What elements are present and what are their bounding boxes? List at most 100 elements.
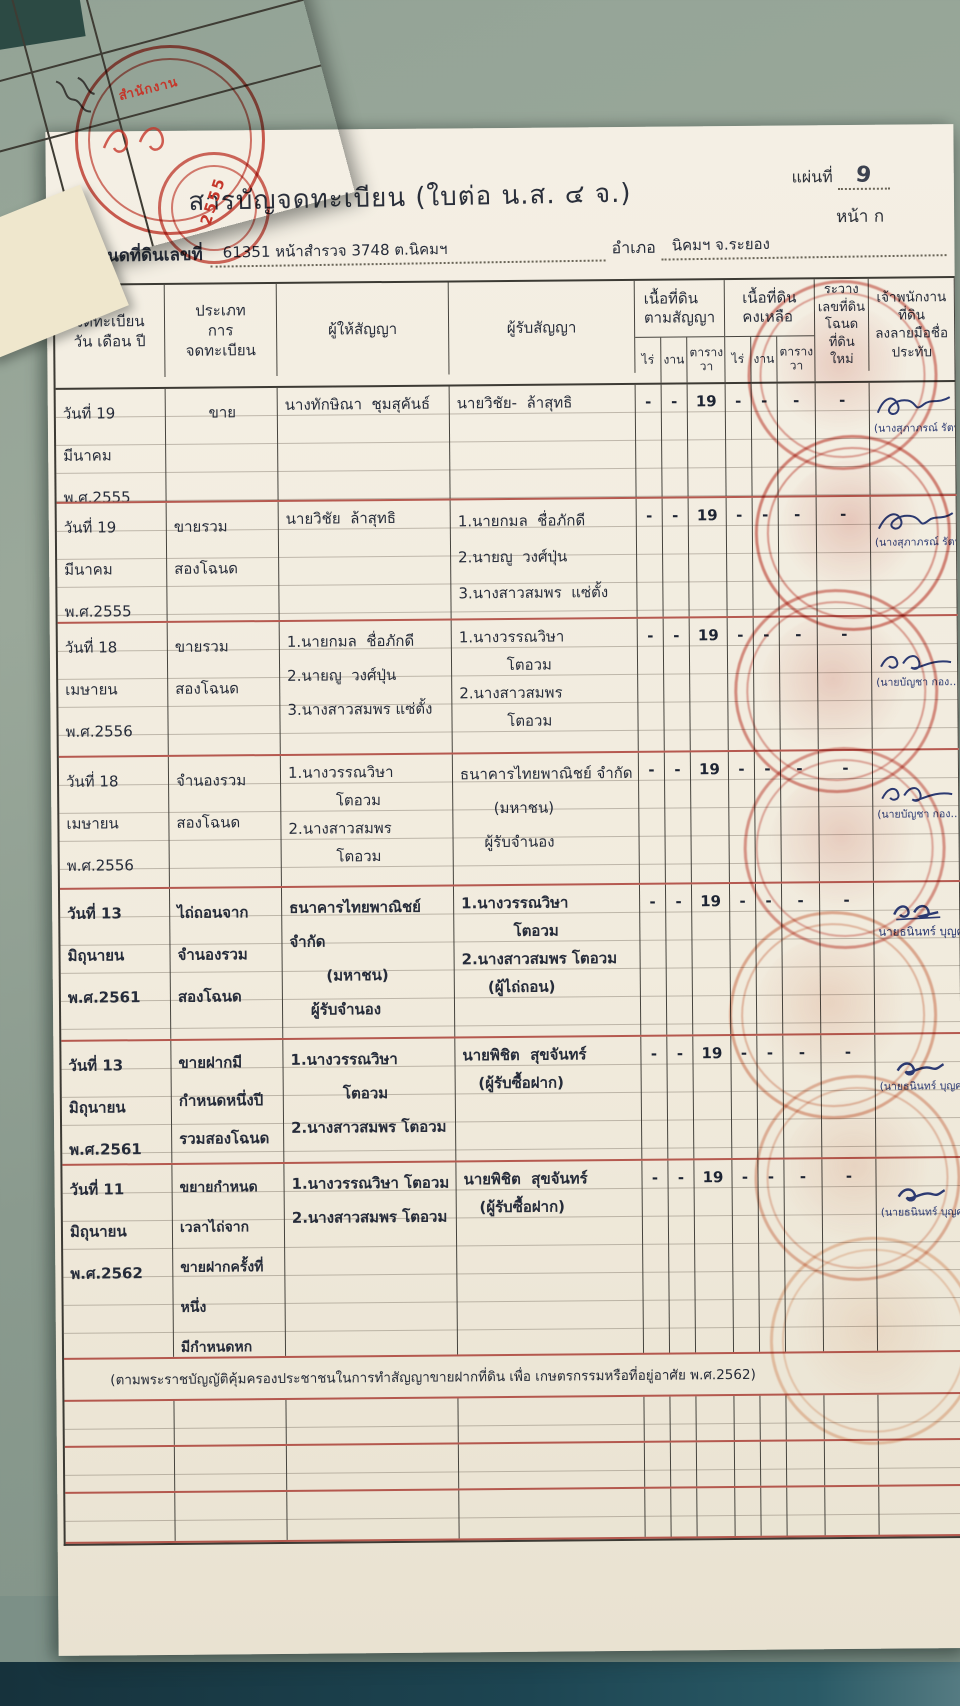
cell-wa-remain: - bbox=[783, 1035, 823, 1158]
cell-type: ขายฝากมี กำหนดหนึ่งปี รวมสองโฉนด bbox=[171, 1039, 285, 1163]
law-note: (ตามพระราชบัญญัติคุ้มครองประชาชนในการทำส… bbox=[110, 1366, 756, 1389]
cell-grantee: นายพิชิต สุขจันทร์ (ผู้รับซื้อฝาก) bbox=[455, 1036, 643, 1161]
cell-rai: - bbox=[637, 618, 665, 751]
cell-ravang: - bbox=[815, 382, 871, 496]
header-grantor: ผู้ให้สัญญา bbox=[276, 282, 450, 376]
table-header-row: จดทะเบียน วัน เดือน ปี ประเภท การ จดทะเบ… bbox=[54, 278, 956, 390]
official-name: (นายบัญชา กอง…) bbox=[877, 807, 960, 821]
cell-ravang: - bbox=[821, 1034, 877, 1158]
table-row: วันที่ 13 มิถุนายน พ.ศ.2561 ไถ่ถอนจาก จำ… bbox=[59, 882, 960, 1042]
official-signature bbox=[897, 1188, 945, 1202]
official-signature bbox=[879, 655, 951, 670]
cell-ravang: - bbox=[817, 616, 873, 750]
cell-date: วันที่ 13 มิถุนายน พ.ศ.2561 bbox=[59, 888, 172, 1040]
header-ravang: ระวาง เลขที่ดิน โฉนดที่ดิน ใหม่ bbox=[814, 278, 870, 372]
cell-grantor: ธนาคารไทยพาณิชย์ จำกัด (มหาชน) ผู้รับจำน… bbox=[281, 886, 456, 1038]
sheet-number-label: แผ่นที่ bbox=[791, 167, 833, 187]
cell-grantor: นางทักษิณา ชุมสุคันธ์ bbox=[277, 386, 451, 500]
cell-ngan: - bbox=[667, 1036, 695, 1159]
subheader-ngan: งาน bbox=[661, 337, 688, 383]
registry-table: จดทะเบียน วัน เดือน ปี ประเภท การ จดทะเบ… bbox=[52, 276, 960, 1546]
table-edge-strip bbox=[0, 1662, 960, 1706]
cell-official: (นายบัญชา กอง…) bbox=[871, 616, 959, 749]
cell-ngan: - bbox=[661, 384, 689, 497]
cell-ravang: - bbox=[822, 1158, 879, 1352]
cell-ngan: - bbox=[664, 752, 692, 883]
cell-type: ขยายกำหนด เวลาไถ่จาก ขายฝากครั้งที่หนึ่ง… bbox=[172, 1163, 287, 1357]
cell-ravang: - bbox=[818, 750, 874, 882]
table-row: วันที่ 18 เมษายน พ.ศ.2556 ขายรวม สองโฉนด… bbox=[57, 616, 959, 758]
header-grantee: ผู้รับสัญญา bbox=[448, 280, 636, 375]
header-area-remain: เนื้อที่ดิน คงเหลือ ไร่ งาน ตาราง วา bbox=[724, 279, 816, 383]
subheader-wa: ตาราง วา bbox=[689, 345, 724, 373]
cell-rai: - bbox=[639, 884, 668, 1035]
cell-ngan-remain: - bbox=[758, 1159, 787, 1352]
cell-grantee: 1.นางวรรณวิษา โตอวม 2.นางสาวสมพร โตอวม bbox=[451, 618, 639, 753]
cell-grantee: 1.นายกมล ชื่อภักดี 2.นายญู วงศ์ปุ่น 3.นา… bbox=[450, 498, 638, 619]
cell-date: วันที่ 11 มิถุนายน พ.ศ.2562 bbox=[62, 1164, 175, 1358]
cell-ngan-remain: - bbox=[751, 383, 779, 496]
cell-grantor: 1.นายกมล ชื่อภักดี 2.นายญู วงศ์ปุ่น 3.นา… bbox=[279, 620, 453, 754]
year-stamp bbox=[158, 152, 270, 264]
cell-grantee: ธนาคารไทยพาณิชย์ จำกัด (มหาชน) ผู้รับจำน… bbox=[452, 752, 640, 885]
cell-wa: 19 bbox=[691, 884, 732, 1035]
table-row: วันที่ 19 มีนาคม พ.ศ.2555 ขาย นางทักษิณา… bbox=[55, 382, 957, 504]
cell-rai-remain: - bbox=[725, 383, 753, 497]
cell-wa-remain: - bbox=[780, 751, 820, 882]
cell-wa-remain: - bbox=[779, 617, 819, 750]
empty-row bbox=[64, 1394, 960, 1448]
cell-ngan-remain: - bbox=[752, 497, 780, 616]
district-value: นิคมฯ จ.ระยอง bbox=[661, 229, 947, 261]
subheader-rai: ไร่ bbox=[725, 336, 752, 383]
cell-wa-remain: - bbox=[784, 1159, 825, 1352]
official-name: (นายธนินทร์ บุญศรีโรจน์) bbox=[880, 1205, 960, 1219]
cell-type: ขาย bbox=[165, 387, 279, 501]
cell-type: ไถ่ถอนจาก จำนองรวม สองโฉนด bbox=[169, 887, 284, 1039]
cell-wa-remain: - bbox=[781, 883, 822, 1034]
official-name: (นายบัญชา กอง…) bbox=[876, 675, 959, 689]
cell-wa: 19 bbox=[687, 384, 727, 497]
document-paper: แผ่นที่ 9 หน้า ก สารบัญจดทะเบียน (ใบต่อ … bbox=[45, 124, 960, 1656]
cell-ngan: - bbox=[663, 618, 691, 751]
red-handwriting-scribble bbox=[102, 127, 165, 153]
cell-wa: 19 bbox=[694, 1160, 735, 1353]
cell-ngan-remain: - bbox=[755, 883, 784, 1034]
official-signature bbox=[876, 396, 951, 416]
cell-wa: 19 bbox=[690, 752, 730, 883]
subheader-rai: ไร่ bbox=[635, 337, 662, 383]
cell-grantor: 1.นางวรรณวิษา โตอวม 2.นางสาวสมพร โตอวม bbox=[280, 754, 454, 886]
cell-ravang: - bbox=[819, 882, 876, 1034]
cell-grantor: นายวิชัย ล้าสุทธิ bbox=[278, 500, 452, 620]
cell-date: วันที่ 19 มีนาคม พ.ศ.2555 bbox=[55, 388, 167, 502]
cell-rai: - bbox=[635, 384, 663, 497]
cell-rai-remain: - bbox=[732, 1159, 761, 1353]
table-row: วันที่ 19 มีนาคม พ.ศ.2555 ขายรวม สองโฉนด… bbox=[56, 496, 958, 624]
cell-wa: 19 bbox=[693, 1036, 733, 1159]
cell-ngan-remain: - bbox=[754, 751, 782, 882]
cell-rai: - bbox=[641, 1036, 669, 1159]
empty-row bbox=[65, 1486, 960, 1544]
cell-rai-remain: - bbox=[726, 497, 754, 617]
cell-rai-remain: - bbox=[727, 617, 755, 751]
cell-rai-remain: - bbox=[731, 1035, 759, 1159]
cell-rai: - bbox=[642, 1160, 671, 1353]
official-signature bbox=[880, 787, 952, 802]
cell-official: (นายบัญชา กอง…) bbox=[872, 750, 960, 881]
cell-grantee: นายพิชิต สุขจันทร์ (ผู้รับซื้อฝาก) bbox=[456, 1160, 645, 1355]
cell-date: วันที่ 18 เมษายน พ.ศ.2556 bbox=[57, 622, 169, 756]
cell-grantee: 1.นางวรรณวิษา โตอวม 2.นางสาวสมพร โตอวม (… bbox=[453, 884, 642, 1037]
cell-wa-remain: - bbox=[778, 497, 818, 616]
cell-ngan: - bbox=[662, 498, 690, 617]
cell-ravang: - bbox=[816, 496, 872, 616]
district-label: อำเภอ bbox=[611, 237, 656, 258]
cell-ngan-remain: - bbox=[753, 617, 781, 750]
header-official: เจ้าพนักงานที่ดิน ลงลายมือชื่อ ประทับ bbox=[868, 278, 956, 381]
official-name: (นายธนินทร์ บุญศรีโรจน์) bbox=[879, 1079, 960, 1093]
subheader-ngan: งาน bbox=[751, 336, 778, 382]
cell-wa: 19 bbox=[689, 618, 729, 751]
cell-ngan-remain: - bbox=[757, 1035, 785, 1158]
header-type: ประเภท การ จดทะเบียน bbox=[164, 283, 278, 377]
empty-row bbox=[64, 1440, 960, 1494]
cell-date: วันที่ 13 มิถุนายน พ.ศ.2561 bbox=[61, 1040, 173, 1164]
table-row: วันที่ 11 มิถุนายน พ.ศ.2562 ขยายกำหนด เว… bbox=[62, 1158, 960, 1360]
